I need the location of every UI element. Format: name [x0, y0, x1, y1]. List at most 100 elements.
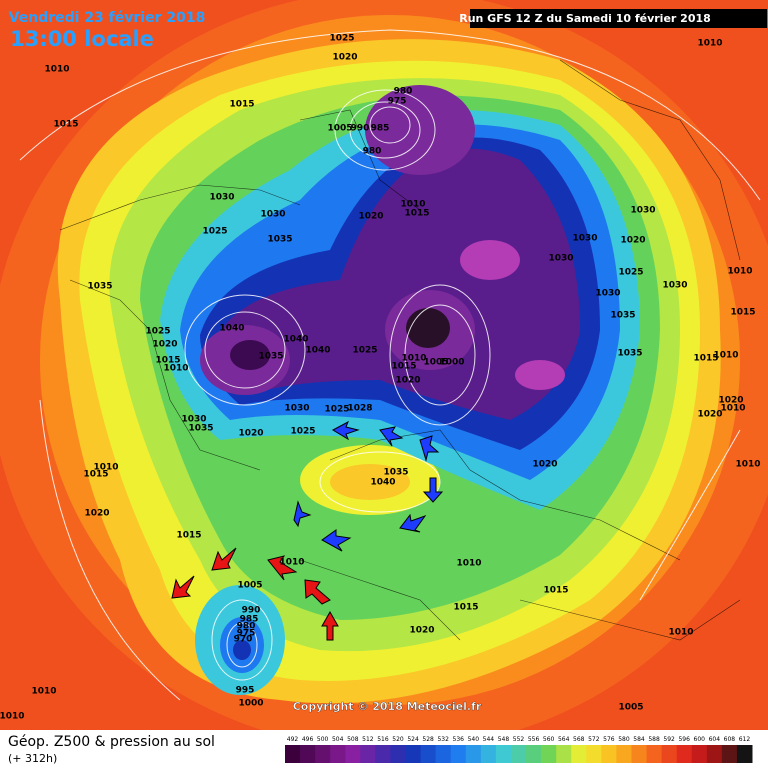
legend-label: 564 [558, 736, 570, 743]
legend-label: 588 [648, 736, 660, 743]
pressure-label: 1035 [188, 424, 213, 434]
legend-swatch [646, 745, 663, 763]
forecast-date: Vendredi 23 février 2018 [9, 10, 206, 26]
legend-swatch [736, 745, 753, 763]
pressure-label: 1005 [237, 581, 262, 591]
pressure-label: 1035 [617, 349, 642, 359]
legend-swatch [330, 745, 346, 763]
pressure-label: 975 [237, 629, 256, 639]
legend-swatch [300, 745, 316, 763]
pressure-label: 990 [242, 606, 261, 616]
pressure-label: 1035 [87, 282, 112, 292]
pressure-label: 1000 [439, 358, 464, 368]
pressure-label: 1030 [572, 234, 597, 244]
legend-swatch [706, 745, 723, 763]
height-band [230, 340, 270, 370]
pressure-label: 1015 [83, 470, 108, 480]
run-info: Run GFS 12 Z du Samedi 10 février 2018 [459, 12, 711, 25]
run-box [470, 9, 767, 28]
legend-swatch [405, 745, 422, 763]
pressure-label: 1010 [735, 460, 760, 470]
pressure-label: 1035 [610, 311, 635, 321]
forecast-time: 13:00 locale [10, 27, 154, 51]
pressure-label: 1028 [347, 404, 372, 414]
legend-label: 580 [618, 736, 630, 743]
pressure-label: 1015 [543, 586, 568, 596]
legend-label: 508 [347, 736, 359, 743]
legend-label: 528 [422, 736, 434, 743]
pressure-label: 1015 [730, 308, 755, 318]
legend-swatch [465, 745, 482, 763]
legend-swatch [510, 745, 527, 763]
legend-label: 600 [694, 736, 706, 743]
pressure-label: 975 [388, 97, 407, 107]
legend-label: 532 [437, 736, 449, 743]
legend-label: 612 [739, 736, 751, 743]
legend-label: 556 [528, 736, 540, 743]
pressure-label: 1030 [181, 415, 206, 425]
pressure-label: 1015 [229, 100, 254, 110]
legend-swatch [631, 745, 648, 763]
pressure-label: 1015 [404, 209, 429, 219]
pressure-label: 980 [394, 87, 413, 97]
pressure-label: 1010 [279, 558, 304, 568]
pressure-label: 980 [237, 622, 256, 632]
color-legend: 492 496 500 504 508 512 516 520 524 528 532 536 540 5… [285, 736, 753, 763]
legend-swatch [420, 745, 437, 763]
pressure-label: 1015 [391, 362, 416, 372]
pressure-label: 1035 [383, 468, 408, 478]
pressure-label: 1010 [163, 364, 188, 374]
pressure-label: 1025 [329, 34, 354, 44]
pressure-label: 1015 [176, 531, 201, 541]
low-band [233, 640, 251, 660]
pressure-label: 1020 [358, 212, 383, 222]
pressure-label: 1010 [713, 351, 738, 361]
pressure-label: 1020 [152, 340, 177, 350]
pressure-label: 1030 [260, 210, 285, 220]
pressure-label: 1015 [453, 603, 478, 613]
legend-swatch [495, 745, 512, 763]
coastline [59, 59, 741, 641]
pressure-label: 1030 [548, 254, 573, 264]
pressure-label: 1035 [258, 352, 283, 362]
pressure-label: 1025 [145, 327, 170, 337]
pressure-label: 1010 [697, 39, 722, 49]
isobars [19, 29, 761, 701]
pressure-label: 1005 [327, 124, 352, 134]
legend-swatch [541, 745, 557, 763]
legend-label: 524 [407, 736, 419, 743]
height-band [215, 148, 580, 421]
footer-title: Géop. Z500 & pression au sol [8, 734, 215, 750]
pressure-label: 1020 [84, 509, 109, 519]
pressure-label: 1010 [668, 628, 693, 638]
legend-swatch [315, 745, 331, 763]
legend-label: 592 [663, 736, 675, 743]
height-band [515, 360, 565, 390]
pressure-label: 1010 [44, 65, 69, 75]
pressure-label: 985 [371, 124, 390, 134]
legend-label: 568 [573, 736, 585, 743]
legend-label: 516 [377, 736, 389, 743]
legend-swatch [721, 745, 738, 763]
pressure-label: 1025 [290, 427, 315, 437]
high-pressure-band [330, 464, 410, 500]
pressure-label: 1040 [305, 346, 330, 356]
pressure-label: 1020 [697, 410, 722, 420]
legend-swatch [661, 745, 678, 763]
height-band [406, 308, 450, 348]
pressure-label: 980 [363, 147, 382, 157]
legend-swatch [375, 745, 391, 763]
pressure-label: 1010 [401, 354, 426, 364]
legend-label: 584 [633, 736, 645, 743]
pressure-label: 1030 [595, 289, 620, 299]
pressure-label: 970 [234, 635, 253, 645]
footer-lead: (+ 312h) [8, 752, 57, 765]
pressure-label: 1010 [727, 267, 752, 277]
legend-swatch [345, 745, 361, 763]
pressure-label: 1010 [720, 404, 745, 414]
copyright: Copyright © 2018 Meteociel.fr [293, 700, 482, 713]
pressure-label: 1020 [409, 626, 434, 636]
legend-swatch [390, 745, 407, 763]
